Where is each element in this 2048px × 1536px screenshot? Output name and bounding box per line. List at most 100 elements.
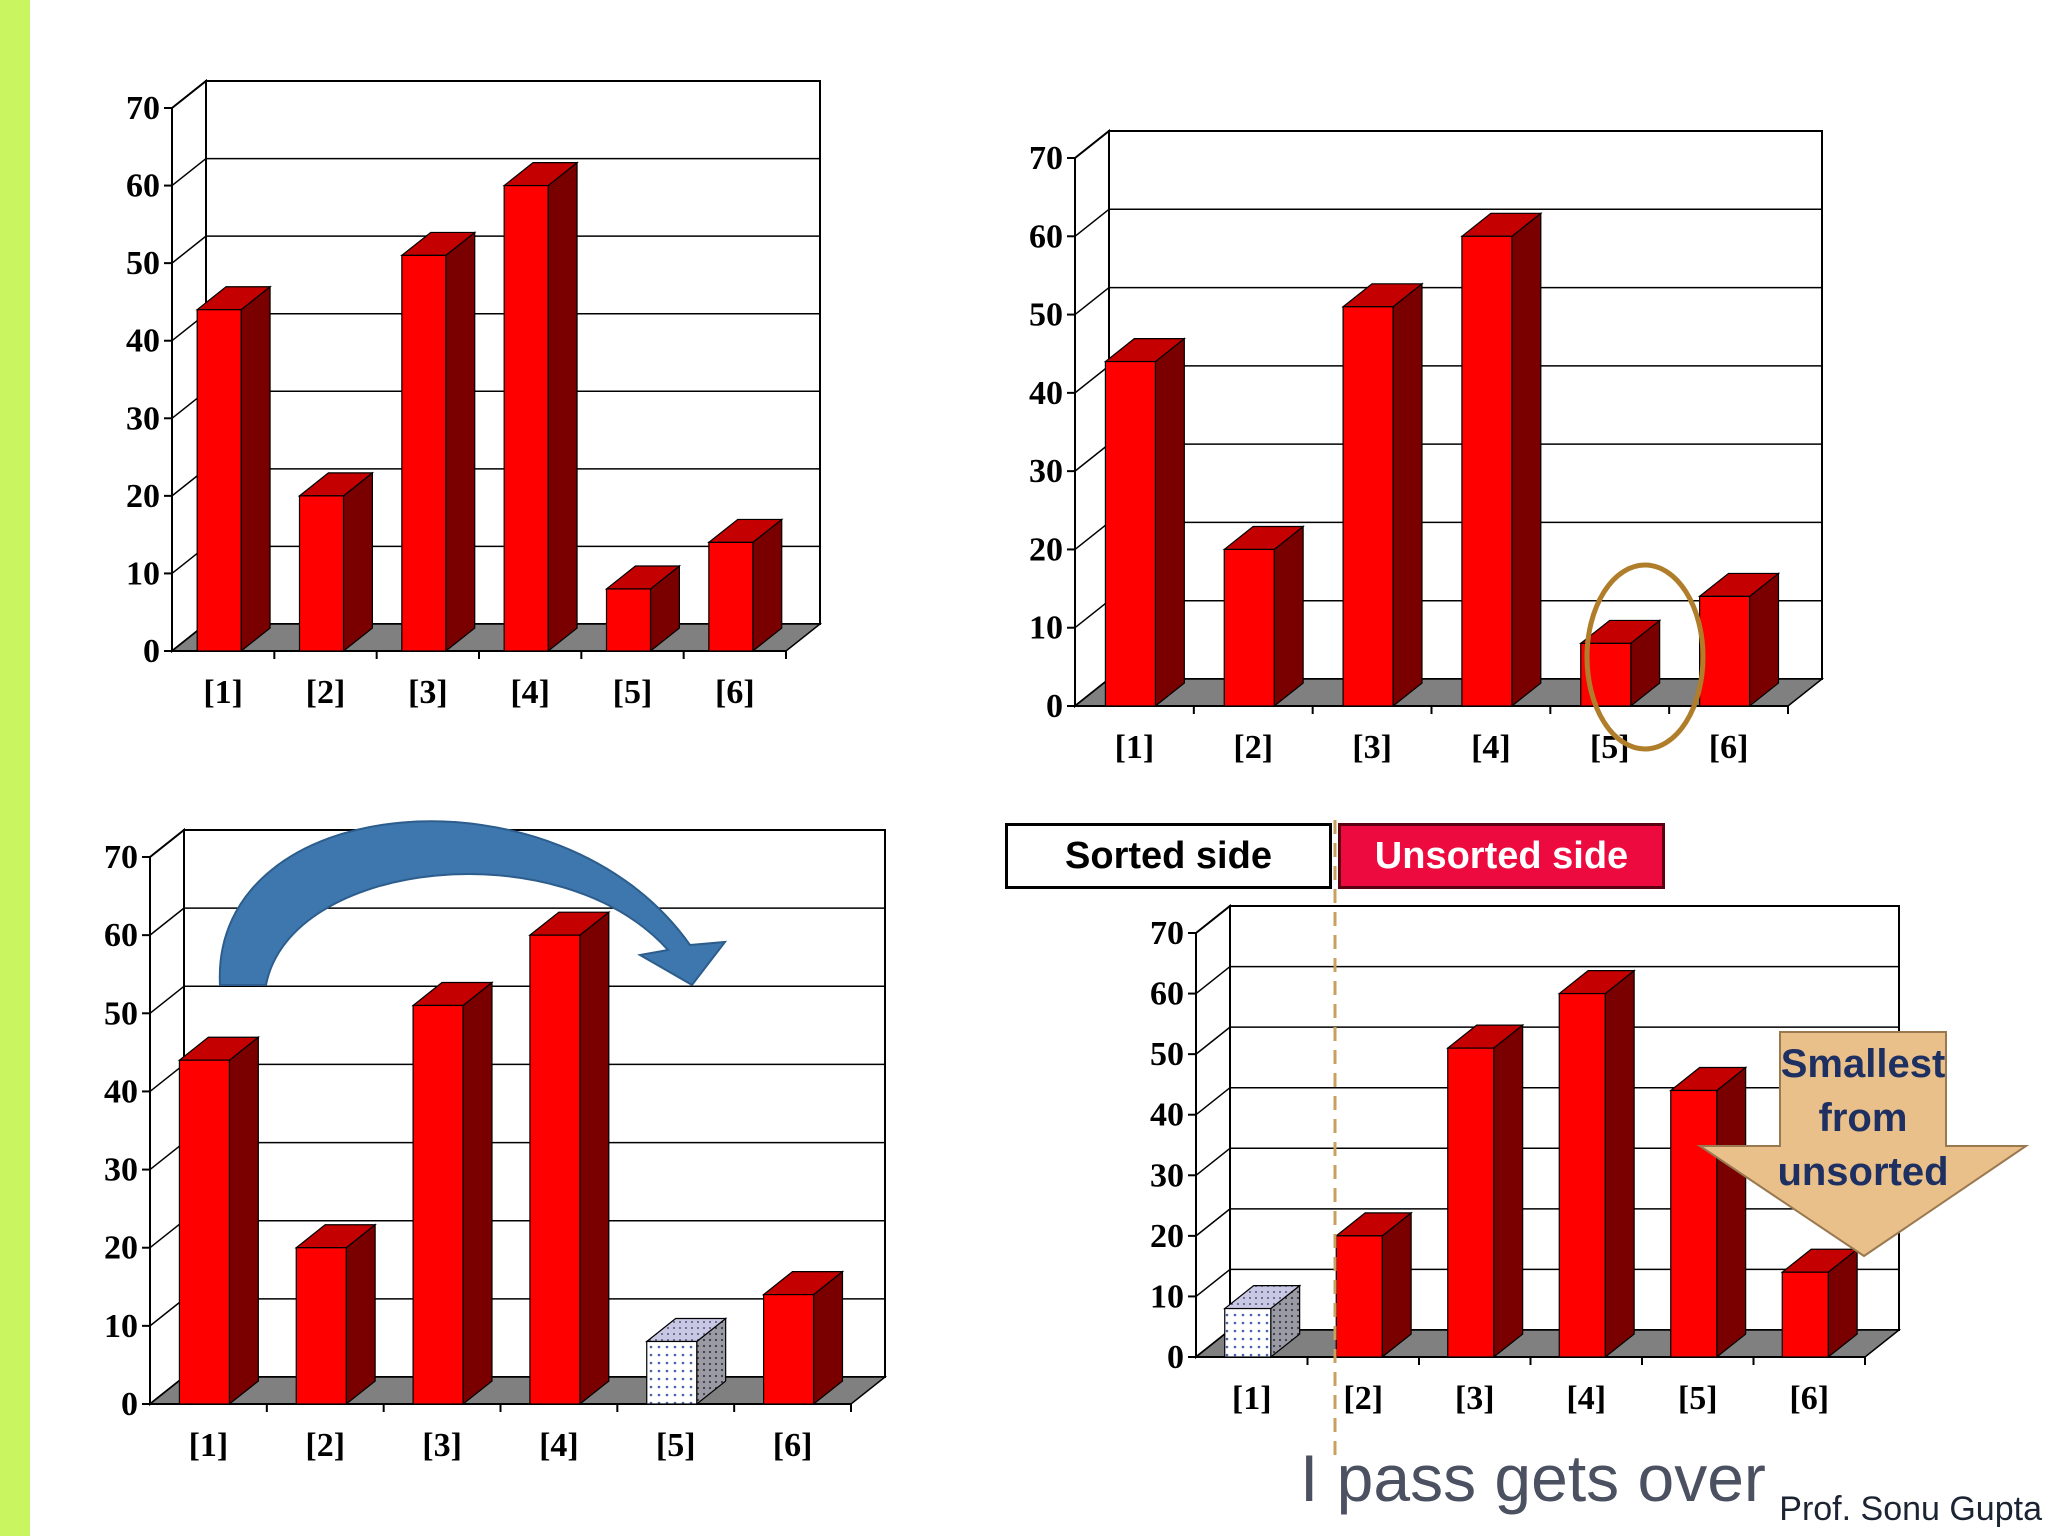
x-tick-label: [5] [613,674,653,711]
y-tick-label: 10 [126,555,160,592]
y-tick-label: 60 [126,168,160,205]
y-tick-label: 20 [1150,1218,1184,1255]
gridline-side [1195,905,1231,934]
bar-0 [196,309,242,652]
y-tick-label: 60 [1029,218,1063,255]
gridline-side [1074,600,1110,629]
gridline-side [171,157,207,187]
gridline-side [149,1298,185,1327]
y-tick-label: 0 [121,1386,138,1423]
x-tick-label: [3] [422,1427,462,1464]
gridline-side [1195,965,1231,995]
gridline-side [1074,521,1110,551]
plot-side-wall [1195,903,1231,1360]
x-tick-label: [6] [1789,1380,1829,1417]
bar-3 [1461,235,1513,707]
gridline-side [1074,443,1110,472]
x-tick-label: [6] [715,674,755,711]
gridline-side [1195,1208,1231,1237]
bar-0 [1224,1307,1272,1358]
bar-4 [605,588,652,652]
x-tick-label: [2] [1343,1380,1383,1417]
gridline-side [1074,208,1110,237]
bar-3 [529,934,581,1405]
bar-side-2 [1493,1023,1524,1359]
gridline-side [1195,1147,1231,1176]
y-tick-label: 30 [1029,453,1063,490]
gridline-side [149,1141,185,1171]
y-tick-label: 70 [1150,915,1184,952]
author-credit: Prof. Sonu Gupta [1779,1490,2042,1528]
callout-line-1: Smallest [1780,1042,1946,1086]
y-tick-label: 70 [104,839,138,876]
gridline-side [149,1063,185,1093]
gridline-side [171,80,207,109]
x-tick-label: [1] [1115,729,1155,766]
side-accent-bar [0,0,30,1536]
gridline-side [1195,1268,1231,1298]
x-tick-label: [2] [305,1427,345,1464]
gridline-side [149,907,185,936]
x-tick-label: [4] [539,1427,579,1464]
y-tick-label: 40 [1029,375,1063,412]
y-tick-label: 50 [1150,1036,1184,1073]
y-tick-label: 50 [1029,297,1063,334]
bar-3 [1558,992,1606,1358]
y-tick-label: 40 [104,1073,138,1110]
caption-text: I pass gets over [1300,1441,1766,1515]
callout-text: Smallest from unsorted [1738,1037,1988,1199]
x-tick-label: [3] [1455,1380,1495,1417]
x-tick-label: [1] [189,1427,229,1464]
y-tick-label: 50 [126,245,160,282]
y-tick-label: 60 [104,917,138,954]
x-tick-label: [3] [1352,729,1392,766]
bar-1 [1223,548,1275,707]
y-tick-label: 20 [104,1230,138,1267]
x-tick-label: [5] [1678,1380,1718,1417]
y-tick-label: 20 [126,478,160,515]
y-tick-label: 0 [1167,1339,1184,1376]
y-tick-label: 30 [104,1152,138,1189]
y-tick-label: 10 [1029,610,1063,647]
bar-side-3 [1604,969,1635,1359]
callout-line-2: from [1818,1096,1908,1140]
bar-5 [1698,595,1751,707]
bar-1 [295,1247,347,1405]
bar-1 [298,495,345,652]
y-tick-label: 50 [104,995,138,1032]
x-tick-label: [2] [1233,729,1273,766]
y-tick-label: 0 [1046,688,1063,725]
x-tick-label: [1] [1232,1380,1272,1417]
x-tick-label: [4] [510,674,550,711]
bar-5 [762,1293,815,1405]
bar-0 [1104,360,1157,707]
y-tick-label: 20 [1029,531,1063,568]
gridline-side [1074,365,1110,394]
y-tick-label: 0 [143,633,160,670]
unsorted-side-label: Unsorted side [1338,823,1665,889]
x-tick-label: [1] [203,674,243,711]
x-tick-label: [4] [1566,1380,1606,1417]
x-tick-label: [6] [1709,729,1749,766]
bar-1 [1335,1235,1383,1358]
y-tick-label: 40 [126,323,160,360]
bar-5 [1781,1271,1829,1358]
gridline-side [1195,1026,1231,1055]
gridline-side [149,985,185,1014]
y-tick-label: 10 [1150,1278,1184,1315]
y-tick-label: 60 [1150,976,1184,1013]
x-tick-label: [2] [306,674,346,711]
x-tick-label: [5] [656,1427,696,1464]
bar-side-1 [1381,1211,1412,1359]
x-tick-label: [4] [1471,729,1511,766]
bar-2 [1342,306,1394,707]
bar-4 [646,1340,698,1405]
gridline-side [1074,286,1110,316]
gridline-side [171,235,207,264]
x-tick-label: [6] [773,1427,813,1464]
bar-2 [412,1004,464,1405]
bar-3 [503,184,549,652]
y-tick-label: 40 [1150,1097,1184,1134]
bar-2 [1447,1047,1495,1358]
